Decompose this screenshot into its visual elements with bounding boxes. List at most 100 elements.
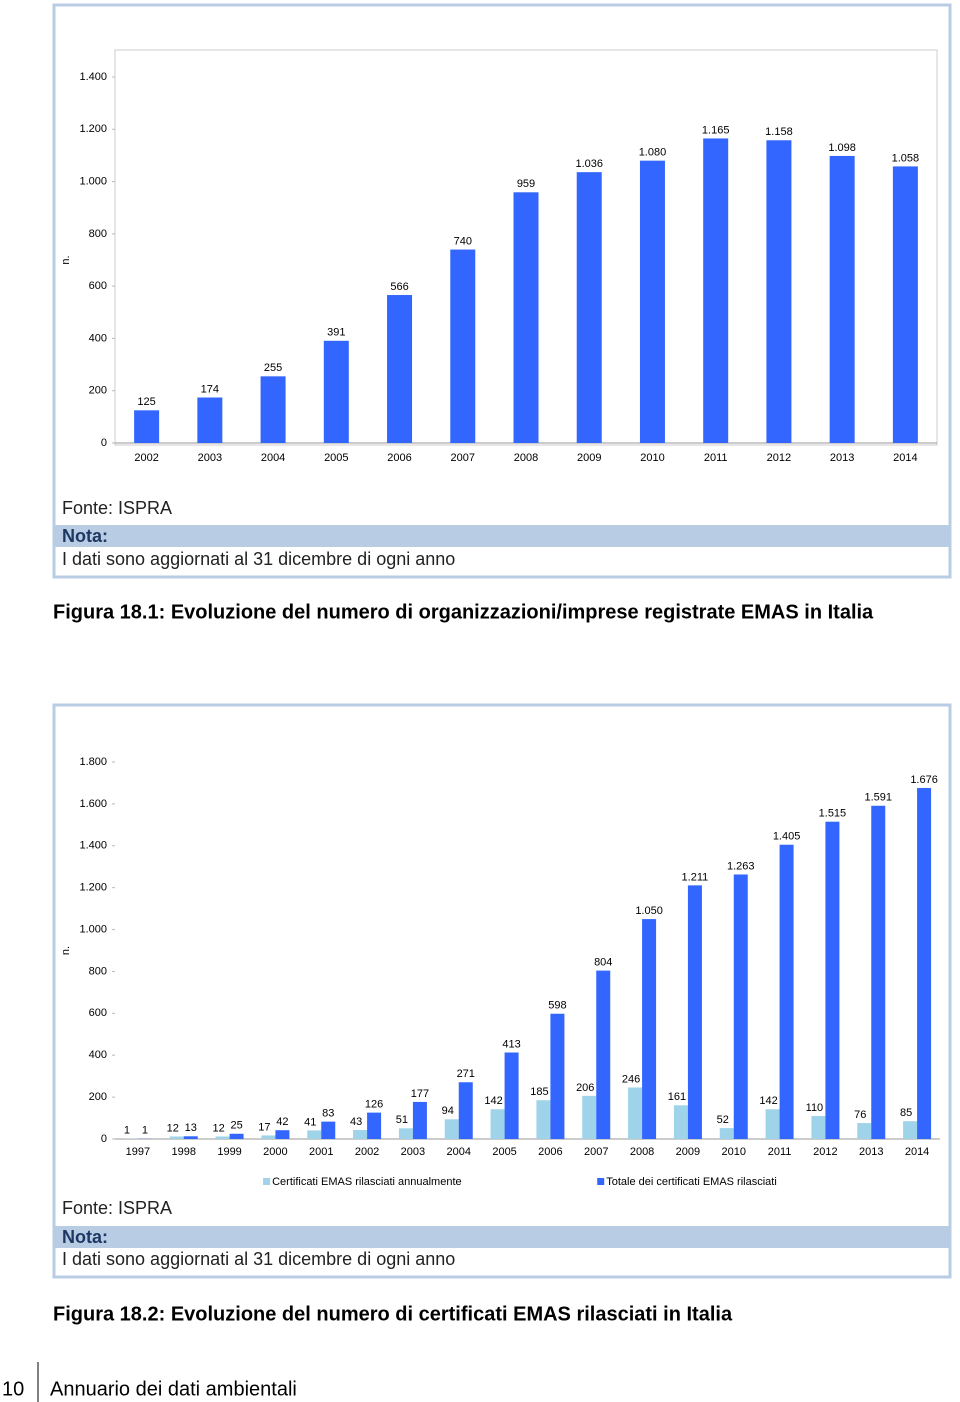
data-label: 246 <box>622 1073 640 1085</box>
y-tick-label: 0 <box>101 437 107 449</box>
data-label: 1.591 <box>864 792 892 804</box>
bar <box>642 919 657 1139</box>
legend-swatch <box>263 1178 271 1185</box>
data-label: 185 <box>530 1086 548 1098</box>
data-label: 1 <box>124 1125 130 1137</box>
note-label: Nota: <box>62 1227 108 1247</box>
bar <box>275 1130 290 1139</box>
data-label: 12 <box>167 1122 179 1134</box>
data-label: 142 <box>484 1095 502 1107</box>
bar <box>229 1133 244 1139</box>
data-label: 1.165 <box>702 124 730 136</box>
plot-frame <box>114 49 938 446</box>
y-tick-label: 0 <box>101 1133 107 1145</box>
y-tick-label: 800 <box>89 228 107 240</box>
x-tick-label: 2011 <box>768 1146 792 1158</box>
data-label: 161 <box>668 1091 686 1103</box>
x-tick-label: 2009 <box>676 1146 700 1158</box>
data-label: 1.405 <box>773 831 801 843</box>
data-label: 1.676 <box>910 774 938 786</box>
bar <box>323 340 349 443</box>
source: Fonte: ISPRA <box>62 1198 172 1218</box>
data-label: 126 <box>365 1099 383 1111</box>
data-label: 43 <box>350 1116 362 1128</box>
data-label: 41 <box>304 1116 316 1128</box>
x-tick-label: 2007 <box>584 1146 608 1158</box>
x-tick-label: 2002 <box>134 452 158 464</box>
data-label: 1 <box>142 1125 148 1137</box>
data-label: 94 <box>442 1105 454 1117</box>
y-tick-label: 800 <box>89 965 107 977</box>
data-label: 1.058 <box>892 152 920 164</box>
y-tick-label: 200 <box>89 1091 107 1103</box>
bar <box>871 805 886 1139</box>
y-tick-label: 600 <box>89 280 107 292</box>
data-label: 125 <box>137 396 155 408</box>
bar <box>576 172 602 443</box>
bar <box>215 1136 230 1139</box>
bar <box>450 249 476 443</box>
y-tick-label: 400 <box>89 332 107 344</box>
caption: Figura 18.1: Evoluzione del numero di or… <box>53 601 874 623</box>
x-tick-label: 2012 <box>767 452 791 464</box>
bar <box>307 1130 322 1139</box>
x-tick-label: 2014 <box>893 452 917 464</box>
legend-swatch <box>597 1178 605 1185</box>
bar <box>825 821 840 1139</box>
data-label: 110 <box>806 1102 824 1114</box>
footer-text: Annuario dei dati ambientali <box>50 1378 297 1400</box>
bar <box>183 1136 198 1139</box>
data-label: 13 <box>185 1122 197 1134</box>
source: Fonte: ISPRA <box>62 498 172 518</box>
y-tick-label: 1.400 <box>79 71 107 83</box>
data-label: 76 <box>854 1109 866 1121</box>
bar <box>367 1112 382 1139</box>
x-tick-label: 2000 <box>263 1146 287 1158</box>
y-tick-label: 1.000 <box>79 923 107 935</box>
note: I dati sono aggiornati al 31 dicembre di… <box>62 549 455 569</box>
bar <box>687 885 702 1139</box>
data-label: 1.080 <box>639 147 667 159</box>
x-tick-label: 2003 <box>401 1146 425 1158</box>
legend-label: Certificati EMAS rilasciati annualmente <box>272 1176 462 1188</box>
x-tick-label: 2012 <box>813 1146 837 1158</box>
legend-label: Totale dei certificati EMAS rilasciati <box>606 1176 777 1188</box>
data-label: 1.211 <box>682 871 709 883</box>
y-axis-label: n. <box>60 946 72 955</box>
x-tick-label: 2003 <box>198 452 222 464</box>
bar <box>444 1119 459 1139</box>
x-tick-label: 2004 <box>447 1146 471 1158</box>
bar <box>387 295 413 443</box>
data-label: 1.050 <box>635 905 663 917</box>
data-label: 85 <box>900 1107 912 1119</box>
page-number: 10 <box>2 1378 24 1400</box>
bar <box>639 160 665 443</box>
x-tick-label: 2014 <box>905 1146 929 1158</box>
bar <box>513 192 539 443</box>
data-label: 1.263 <box>727 860 755 872</box>
y-tick-label: 400 <box>89 1049 107 1061</box>
data-label: 413 <box>502 1038 520 1050</box>
bar <box>261 1135 276 1139</box>
bar <box>197 397 223 443</box>
bar <box>673 1105 688 1139</box>
x-tick-label: 1999 <box>217 1146 241 1158</box>
bar <box>917 787 932 1139</box>
bar <box>398 1128 413 1139</box>
x-tick-label: 1998 <box>172 1146 196 1158</box>
bar <box>260 376 286 443</box>
x-tick-label: 2010 <box>640 452 664 464</box>
bar <box>504 1052 519 1139</box>
caption: Figura 18.2: Evoluzione del numero di ce… <box>53 1303 733 1325</box>
bar <box>703 138 729 443</box>
y-tick-label: 600 <box>89 1007 107 1019</box>
data-label: 1.515 <box>819 808 847 820</box>
data-label: 174 <box>201 383 219 395</box>
x-tick-label: 2001 <box>309 1146 333 1158</box>
x-tick-label: 2006 <box>387 452 411 464</box>
data-label: 17 <box>258 1121 270 1133</box>
bar <box>134 410 160 443</box>
y-tick-label: 1.200 <box>79 882 107 894</box>
bar <box>857 1123 872 1139</box>
note-label: Nota: <box>62 526 108 546</box>
